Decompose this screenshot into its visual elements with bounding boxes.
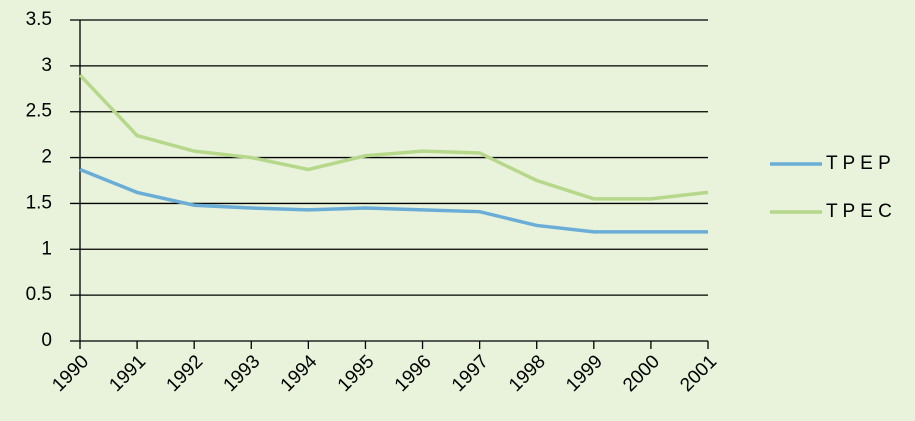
legend-label: T P E C [826,201,892,222]
x-tick-label: 1998 [505,351,550,396]
series-line [79,167,708,234]
legend-label: T P E P [826,153,891,174]
x-tick-label: 1994 [277,351,322,396]
y-tick-label: 2.5 [26,101,52,122]
x-tick-label: 1997 [448,351,493,396]
y-tick-label: 1 [41,238,52,259]
y-tick-label: 2 [41,147,52,168]
x-tick-label: 1992 [163,351,208,396]
x-tick-label: 1999 [562,351,607,396]
x-tick-label: 1991 [105,351,150,396]
x-tick-label: 1995 [334,351,379,396]
y-tick-label: 3 [41,55,52,76]
x-tick-label: 1993 [220,351,265,396]
y-tick-label: 0.5 [26,284,52,305]
x-tick-label: 1990 [48,351,93,396]
y-tick-label: 1.5 [26,192,52,213]
x-tick-label: 2001 [676,351,721,396]
y-tick-label: 3.5 [26,9,52,30]
y-tick-label: 0 [41,330,52,351]
x-tick-label: 2000 [619,351,664,396]
x-tick-label: 1996 [391,351,436,396]
series-line [78,73,709,201]
